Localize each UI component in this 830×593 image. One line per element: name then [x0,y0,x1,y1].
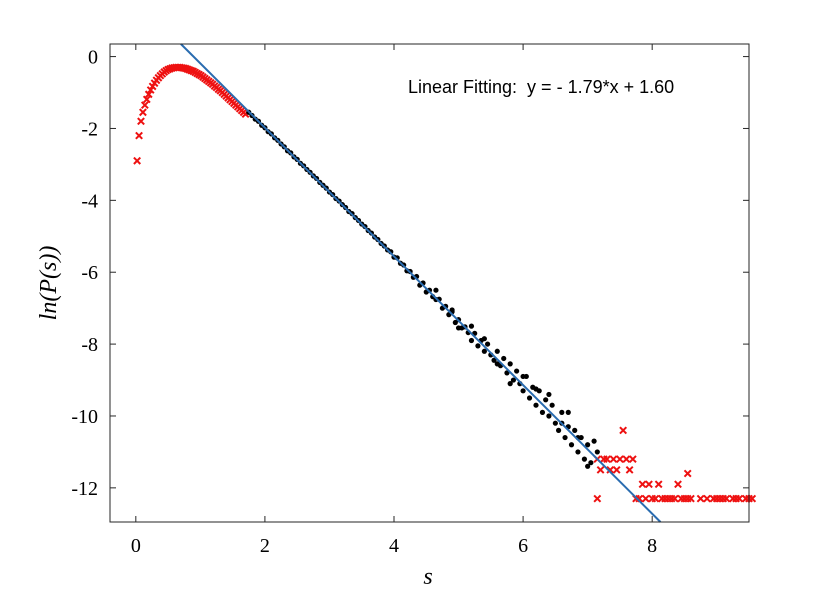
excluded-point-marker [670,494,679,503]
fitted-point-marker [594,449,600,455]
y-tick-label: 0 [88,47,98,69]
excluded-point-marker [139,108,147,117]
excluded-point-marker [593,494,602,503]
fitted-point-marker [562,434,568,441]
excluded-point-marker [612,465,621,474]
excluded-point-marker [133,156,142,165]
y-tick-label: -10 [71,406,98,428]
excluded-point-marker [140,101,149,110]
fitted-point-marker [468,323,475,329]
fitted-point-marker [514,368,520,374]
fitted-point-marker [581,456,588,462]
excluded-point-marker [645,480,653,489]
fitted-point-marker [468,337,475,344]
plot-frame [109,43,750,523]
excluded-point-marker [603,455,611,464]
excluded-point-marker [641,494,650,503]
fit-line [180,43,662,523]
excluded-point-marker [674,480,682,489]
data-layer [133,43,757,523]
fitted-point-marker [543,397,549,403]
excluded-point-marker [638,480,647,489]
fitted-point-marker [507,381,513,387]
fitted-point-marker [433,287,439,293]
excluded-point-marker [635,494,644,503]
excluded-point-marker [625,465,634,474]
y-tick-label: -6 [81,262,98,284]
y-tick-label: -4 [81,190,98,212]
fitted-point-marker [484,341,491,347]
fitted-point-marker [552,420,558,426]
fitted-point-marker [585,463,591,469]
excluded-point-marker [687,494,695,503]
fitted-point-marker [533,386,539,392]
excluded-point-marker [703,494,711,503]
fitted-point-marker [526,395,533,401]
excluded-point-marker [596,465,605,474]
plot-background [110,44,749,522]
excluded-point-marker [144,90,153,99]
excluded-point-marker [622,455,631,464]
fitted-point-marker [494,361,500,367]
excluded-point-marker [748,494,757,503]
fitted-point-marker [546,413,552,419]
x-tick-label: 2 [260,535,270,557]
fitted-point-marker [555,427,562,433]
x-tick-label: 6 [518,535,528,557]
fitted-point-marker [507,361,513,367]
excluded-point-marker [609,455,618,464]
fitted-point-marker [510,377,517,383]
y-axis-label: ln(P(s)) [36,246,62,321]
excluded-point-marker [606,465,615,474]
excluded-point-marker [619,426,628,435]
excluded-point-marker [135,131,143,140]
fitted-point-marker [501,355,507,362]
excluded-point-marker [719,494,728,503]
fitted-point-marker [494,348,500,354]
fitted-point-marker [559,409,565,415]
fitted-point-marker [481,348,487,354]
fitted-point-marker [546,391,552,398]
fitted-point-marker [591,438,597,444]
excluded-point-marker [616,455,624,464]
excluded-point-marker [683,469,692,478]
x-tick-label: 0 [131,535,141,557]
excluded-point-marker [696,494,705,503]
fit-annotation: Linear Fitting: y = - 1.79*x + 1.60 [408,77,674,97]
x-tick-label: 8 [647,535,657,557]
y-tick-label: -8 [81,334,98,356]
fitted-point-marker [549,402,555,408]
fitted-point-marker [575,449,581,455]
fitted-point-marker [520,373,526,380]
y-tick-label: -12 [71,478,98,500]
x-tick-label: 4 [389,535,399,557]
excluded-point-marker [651,494,660,503]
fitted-point-marker [455,325,462,331]
fitted-point-marker [585,442,591,448]
y-tick-label: -2 [81,118,98,140]
fitted-point-marker [565,409,571,415]
fitted-point-marker [520,388,526,394]
fitted-point-marker [533,402,539,408]
fitted-point-marker [491,357,497,363]
excluded-point-marker [142,95,151,104]
fitted-point-marker [572,427,578,433]
excluded-point-marker [628,455,637,464]
fitted-point-marker [588,460,594,466]
tick-layer: 0 2 4 6 8 0 -2 -4 -6 -8 -10 -12 [71,44,749,557]
fitted-point-marker [539,409,546,415]
fitted-point-marker [449,307,455,313]
fitted-point-marker [475,343,481,349]
excluded-point-marker [735,494,744,503]
excluded-point-marker [137,117,145,126]
fitted-point-marker [481,336,487,342]
x-axis-label: s [423,564,432,590]
fitted-point-marker [568,442,575,448]
excluded-point-marker [654,480,663,489]
